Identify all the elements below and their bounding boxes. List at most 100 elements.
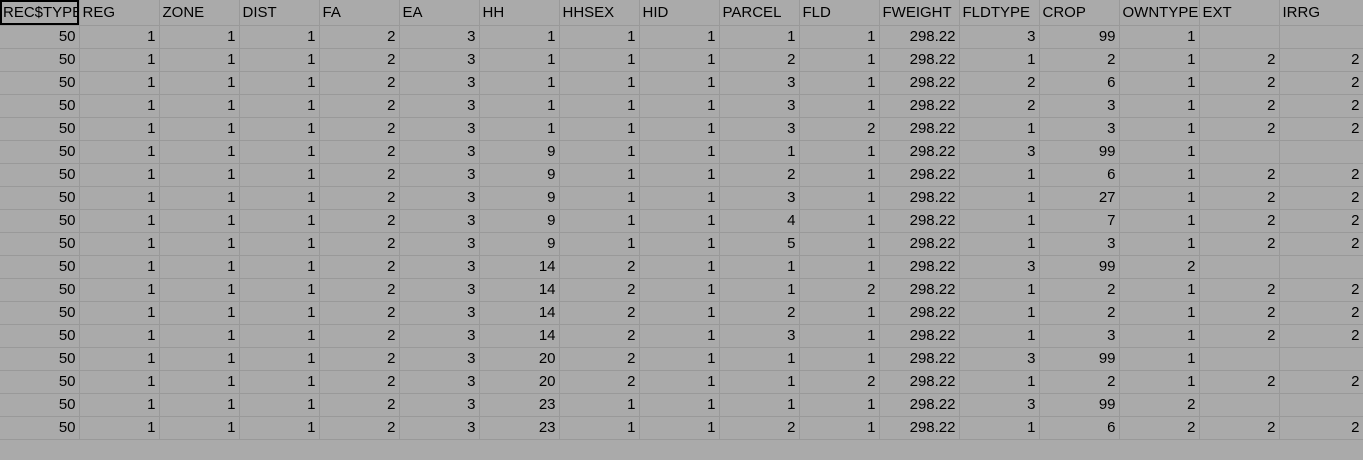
header-cell-irrg[interactable]: IRRG	[1279, 0, 1363, 26]
cell[interactable]: 6	[1039, 71, 1120, 95]
cell[interactable]: 2	[1119, 393, 1200, 417]
cell[interactable]: 1	[799, 255, 880, 279]
cell[interactable]: 1	[719, 278, 800, 302]
cell[interactable]: 3	[1039, 232, 1120, 256]
cell[interactable]: 2	[319, 48, 400, 72]
cell[interactable]: 50	[0, 94, 80, 118]
cell[interactable]: 9	[479, 186, 560, 210]
cell[interactable]: 1	[79, 255, 160, 279]
cell[interactable]: 1	[719, 140, 800, 164]
cell[interactable]: 1	[799, 393, 880, 417]
cell[interactable]: 1	[959, 163, 1040, 187]
cell[interactable]: 1	[239, 163, 320, 187]
cell[interactable]: 2	[1279, 370, 1363, 394]
cell[interactable]: 50	[0, 140, 80, 164]
cell[interactable]: 1	[159, 255, 240, 279]
cell[interactable]: 1	[719, 347, 800, 371]
header-cell-reg[interactable]: REG	[79, 0, 160, 26]
header-cell-fa[interactable]: FA	[319, 0, 400, 26]
header-cell-hhsex[interactable]: HHSEX	[559, 0, 640, 26]
cell[interactable]: 99	[1039, 140, 1120, 164]
cell[interactable]: 1	[799, 347, 880, 371]
cell[interactable]: 1	[639, 232, 720, 256]
cell[interactable]: 1	[79, 117, 160, 141]
cell[interactable]: 3	[959, 140, 1040, 164]
cell[interactable]: 2	[319, 71, 400, 95]
cell[interactable]: 2	[319, 347, 400, 371]
cell[interactable]: 2	[1199, 48, 1280, 72]
cell[interactable]: 1	[159, 347, 240, 371]
cell[interactable]: 7	[1039, 209, 1120, 233]
cell[interactable]: 2	[1279, 232, 1363, 256]
cell[interactable]: 1	[639, 48, 720, 72]
cell[interactable]: 2	[1279, 71, 1363, 95]
cell[interactable]: 3	[399, 370, 480, 394]
cell[interactable]: 1	[79, 25, 160, 49]
cell[interactable]: 1	[239, 25, 320, 49]
cell[interactable]: 1	[239, 232, 320, 256]
cell[interactable]: 3	[1039, 94, 1120, 118]
cell[interactable]: 1	[719, 370, 800, 394]
cell[interactable]: 1	[559, 48, 640, 72]
cell[interactable]: 1	[239, 255, 320, 279]
cell[interactable]: 1	[159, 209, 240, 233]
cell[interactable]: 2	[1039, 48, 1120, 72]
cell[interactable]: 1	[799, 140, 880, 164]
cell[interactable]: 1	[799, 232, 880, 256]
cell[interactable]: 298.22	[879, 186, 960, 210]
cell[interactable]: 50	[0, 393, 80, 417]
cell[interactable]: 298.22	[879, 140, 960, 164]
cell[interactable]: 298.22	[879, 416, 960, 440]
cell[interactable]: 50	[0, 370, 80, 394]
cell[interactable]: 2	[319, 186, 400, 210]
cell[interactable]: 2	[959, 71, 1040, 95]
cell[interactable]: 2	[1039, 301, 1120, 325]
cell[interactable]: 1	[79, 186, 160, 210]
cell[interactable]: 1	[79, 393, 160, 417]
cell[interactable]: 50	[0, 163, 80, 187]
cell[interactable]: 2	[1039, 370, 1120, 394]
cell[interactable]: 1	[159, 324, 240, 348]
cell[interactable]: 2	[1279, 117, 1363, 141]
cell[interactable]: 3	[399, 94, 480, 118]
cell[interactable]: 1	[239, 393, 320, 417]
cell[interactable]: 1	[959, 186, 1040, 210]
cell[interactable]: 1	[1119, 140, 1200, 164]
cell[interactable]: 1	[1119, 347, 1200, 371]
cell[interactable]: 1	[479, 71, 560, 95]
cell[interactable]: 20	[479, 347, 560, 371]
cell[interactable]: 2	[319, 117, 400, 141]
cell[interactable]: 2	[319, 416, 400, 440]
cell[interactable]: 2	[559, 278, 640, 302]
cell[interactable]: 4	[719, 209, 800, 233]
header-cell-rec-type[interactable]: REC$TYPE	[0, 0, 80, 26]
cell[interactable]: 1	[159, 301, 240, 325]
cell[interactable]: 1	[239, 48, 320, 72]
cell[interactable]: 3	[399, 48, 480, 72]
cell[interactable]: 1	[239, 186, 320, 210]
cell[interactable]: 1	[559, 140, 640, 164]
cell[interactable]: 298.22	[879, 370, 960, 394]
cell[interactable]: 2	[719, 301, 800, 325]
cell[interactable]: 1	[559, 186, 640, 210]
cell[interactable]: 2	[319, 255, 400, 279]
cell[interactable]: 2	[319, 232, 400, 256]
cell[interactable]: 99	[1039, 25, 1120, 49]
cell[interactable]: 2	[1279, 163, 1363, 187]
cell[interactable]: 1	[959, 232, 1040, 256]
cell[interactable]: 2	[319, 301, 400, 325]
cell[interactable]: 1	[639, 393, 720, 417]
cell[interactable]: 6	[1039, 416, 1120, 440]
cell[interactable]: 1	[1119, 117, 1200, 141]
cell[interactable]: 2	[719, 48, 800, 72]
cell[interactable]: 3	[719, 117, 800, 141]
cell[interactable]: 1	[639, 370, 720, 394]
cell[interactable]: 2	[799, 278, 880, 302]
cell[interactable]: 1	[239, 140, 320, 164]
header-cell-dist[interactable]: DIST	[239, 0, 320, 26]
cell[interactable]: 1	[799, 48, 880, 72]
cell[interactable]: 1	[799, 186, 880, 210]
cell[interactable]: 3	[399, 347, 480, 371]
cell[interactable]: 99	[1039, 393, 1120, 417]
cell[interactable]: 99	[1039, 255, 1120, 279]
